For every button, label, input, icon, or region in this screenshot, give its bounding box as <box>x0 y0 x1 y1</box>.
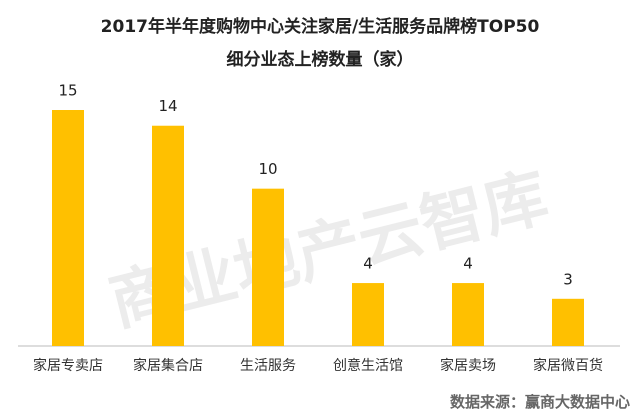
value-label: 15 <box>58 82 77 100</box>
value-label: 4 <box>463 255 473 273</box>
source: 数据来源：赢商大数据中心 <box>450 393 630 411</box>
x-tick-label: 家居专卖店 <box>33 357 103 374</box>
x-tick-label: 家居微百货 <box>533 357 603 374</box>
x-tick-label: 创意生活馆 <box>333 357 403 374</box>
value-label: 4 <box>363 255 373 273</box>
x-tick-label: 家居卖场 <box>440 357 496 374</box>
bar <box>152 125 184 346</box>
bar <box>352 283 384 346</box>
chart-title: 2017年半年度购物中心关注家居/生活服务品牌榜TOP50 <box>101 16 540 37</box>
bar <box>252 188 284 346</box>
x-tick-label: 生活服务 <box>240 358 296 374</box>
bar <box>552 298 584 346</box>
value-label: 14 <box>158 97 177 115</box>
bar <box>452 283 484 346</box>
value-label: 3 <box>563 270 573 288</box>
bar <box>52 110 84 346</box>
x-tick-label: 家居集合店 <box>133 357 203 374</box>
value-label: 10 <box>258 160 277 178</box>
chart-subtitle: 细分业态上榜数量（家） <box>227 49 414 70</box>
